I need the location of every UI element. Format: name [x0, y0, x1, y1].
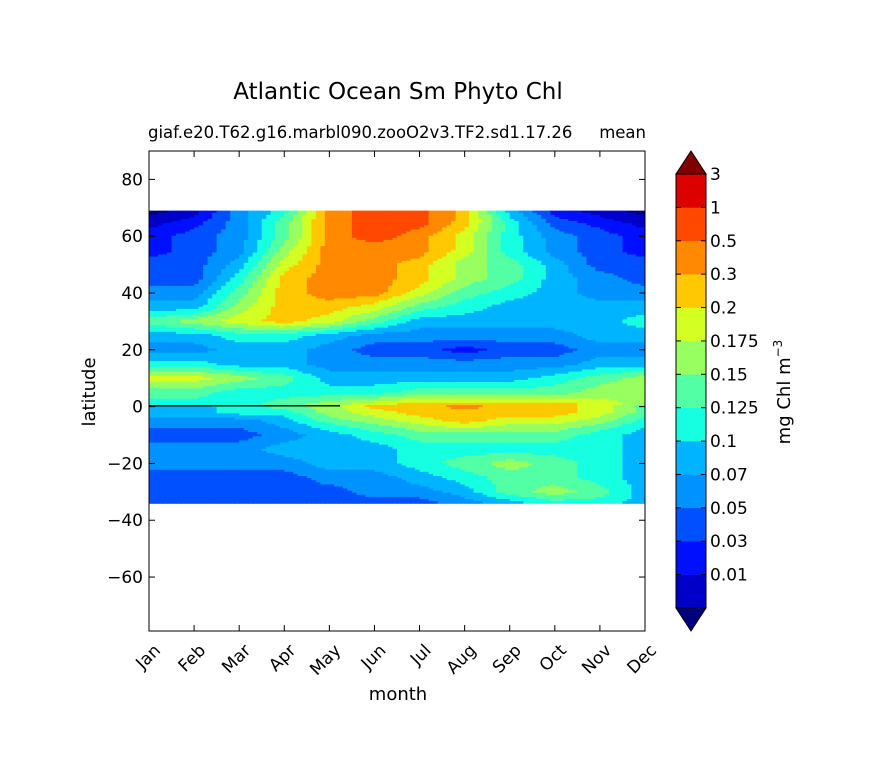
chart-subtitle-stat: mean	[599, 123, 646, 142]
chart-subtitle-run: giaf.e20.T62.g16.marbl090.zooO2v3.TF2.sd…	[148, 123, 572, 142]
chart-figure: Atlantic Ocean Sm Phyto Chl giaf.e20.T62…	[0, 0, 876, 783]
plot-area	[149, 151, 646, 631]
chart-title: Atlantic Ocean Sm Phyto Chl	[233, 79, 562, 105]
contour-field	[149, 211, 646, 504]
